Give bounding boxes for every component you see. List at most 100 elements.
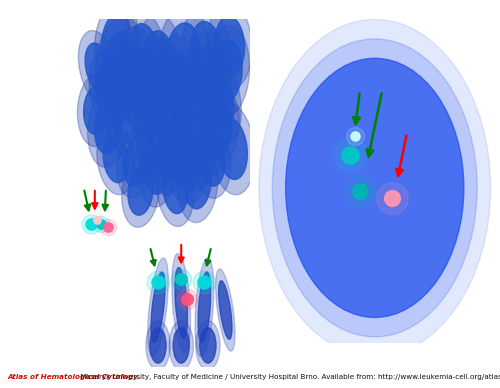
- Ellipse shape: [134, 14, 182, 116]
- Point: [356, 188, 364, 194]
- Ellipse shape: [164, 127, 206, 204]
- Ellipse shape: [94, 0, 137, 79]
- Ellipse shape: [150, 328, 166, 363]
- Ellipse shape: [116, 126, 154, 198]
- Point: [104, 223, 112, 230]
- Ellipse shape: [196, 320, 220, 370]
- Ellipse shape: [198, 57, 242, 143]
- Point: [183, 296, 191, 302]
- Ellipse shape: [153, 118, 182, 180]
- Point: [388, 194, 396, 201]
- Ellipse shape: [146, 143, 171, 194]
- Ellipse shape: [88, 85, 130, 167]
- Point: [356, 188, 364, 194]
- Ellipse shape: [146, 320, 170, 370]
- Ellipse shape: [136, 115, 164, 170]
- Point: [97, 220, 105, 227]
- Ellipse shape: [205, 25, 250, 117]
- Point: [346, 152, 354, 159]
- Ellipse shape: [164, 52, 196, 116]
- Ellipse shape: [78, 31, 118, 106]
- Ellipse shape: [182, 32, 228, 124]
- Point: [351, 133, 359, 139]
- Text: Atlas of Hematological Cytology.: Atlas of Hematological Cytology.: [8, 374, 140, 381]
- Ellipse shape: [210, 103, 255, 195]
- Ellipse shape: [190, 47, 220, 108]
- Text: Masaryk University, Faculty of Medicine / University Hospital Brno. Available fr: Masaryk University, Faculty of Medicine …: [78, 374, 500, 381]
- Ellipse shape: [218, 281, 232, 340]
- Ellipse shape: [78, 74, 114, 147]
- Ellipse shape: [108, 26, 154, 122]
- Text: B: B: [258, 29, 269, 43]
- Ellipse shape: [156, 36, 205, 132]
- Ellipse shape: [168, 94, 217, 191]
- Ellipse shape: [146, 103, 190, 195]
- Point: [154, 279, 162, 285]
- Ellipse shape: [102, 31, 134, 92]
- Ellipse shape: [177, 140, 218, 223]
- Point: [200, 279, 208, 285]
- Ellipse shape: [128, 72, 158, 128]
- Ellipse shape: [139, 130, 177, 207]
- Ellipse shape: [120, 58, 166, 142]
- Ellipse shape: [96, 65, 122, 116]
- Ellipse shape: [176, 110, 209, 175]
- Ellipse shape: [259, 19, 490, 356]
- Ellipse shape: [202, 104, 232, 161]
- Point: [97, 220, 105, 227]
- Point: [346, 152, 354, 159]
- Ellipse shape: [272, 39, 477, 337]
- Ellipse shape: [130, 101, 171, 184]
- Point: [94, 217, 102, 223]
- Ellipse shape: [103, 135, 128, 183]
- Point: [87, 220, 95, 227]
- Ellipse shape: [84, 86, 108, 134]
- Point: [351, 133, 359, 139]
- Point: [200, 279, 208, 285]
- Ellipse shape: [138, 56, 173, 126]
- Ellipse shape: [97, 123, 135, 195]
- Ellipse shape: [142, 31, 174, 99]
- Ellipse shape: [95, 16, 142, 107]
- Ellipse shape: [162, 162, 188, 214]
- Ellipse shape: [85, 43, 112, 93]
- Ellipse shape: [196, 90, 240, 175]
- Ellipse shape: [178, 78, 212, 142]
- Ellipse shape: [165, 23, 200, 94]
- Ellipse shape: [112, 89, 140, 144]
- Ellipse shape: [169, 320, 194, 370]
- Ellipse shape: [124, 9, 168, 94]
- Point: [388, 194, 396, 201]
- Ellipse shape: [170, 62, 220, 158]
- Ellipse shape: [206, 72, 234, 129]
- Point: [87, 220, 95, 227]
- Ellipse shape: [195, 258, 214, 357]
- Ellipse shape: [215, 16, 244, 74]
- Ellipse shape: [94, 99, 122, 154]
- Ellipse shape: [194, 126, 231, 198]
- Point: [177, 276, 185, 282]
- Ellipse shape: [105, 76, 146, 158]
- Ellipse shape: [151, 272, 165, 342]
- Ellipse shape: [153, 86, 183, 147]
- Ellipse shape: [200, 138, 225, 186]
- Point: [154, 279, 162, 285]
- Ellipse shape: [148, 258, 169, 356]
- Ellipse shape: [208, 2, 252, 89]
- Ellipse shape: [286, 58, 464, 317]
- Ellipse shape: [191, 21, 224, 88]
- Ellipse shape: [116, 43, 146, 106]
- Point: [183, 296, 191, 302]
- Ellipse shape: [156, 149, 194, 227]
- Ellipse shape: [175, 268, 188, 338]
- Ellipse shape: [122, 155, 160, 227]
- Point: [104, 223, 112, 230]
- Ellipse shape: [200, 328, 216, 363]
- Ellipse shape: [131, 24, 160, 80]
- Ellipse shape: [212, 40, 242, 102]
- Text: A: A: [10, 29, 20, 43]
- Ellipse shape: [128, 167, 153, 215]
- Ellipse shape: [182, 5, 232, 106]
- Ellipse shape: [128, 38, 182, 143]
- Ellipse shape: [123, 138, 148, 186]
